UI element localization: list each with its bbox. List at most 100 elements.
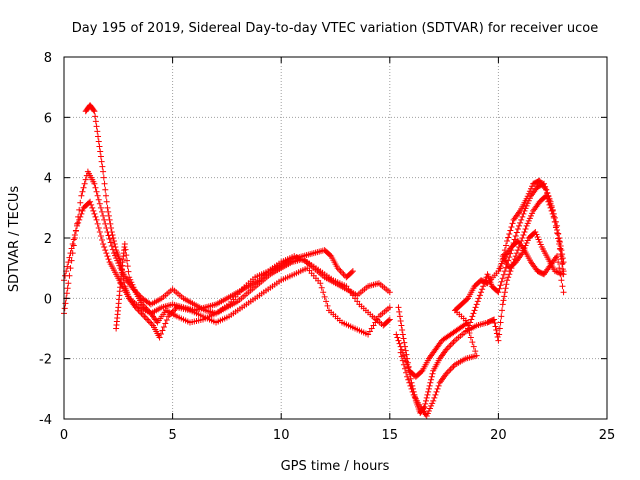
data-point: [100, 168, 107, 175]
data-point: [62, 300, 69, 307]
data-point: [64, 285, 71, 292]
data-point: [408, 385, 415, 392]
data-point: [402, 365, 409, 372]
data-point: [558, 277, 565, 284]
data-point: [96, 200, 103, 207]
data-point: [404, 373, 411, 380]
x-tick-label: 15: [382, 428, 399, 443]
data-point: [430, 397, 437, 404]
data-point: [95, 196, 102, 203]
data-point: [514, 247, 521, 254]
data-point: [93, 188, 100, 195]
data-point: [91, 180, 98, 187]
data-point: [68, 245, 75, 252]
data-point: [524, 193, 531, 200]
data-point: [498, 278, 505, 285]
data-point: [525, 235, 532, 241]
y-tick-label: 0: [44, 292, 52, 307]
data-point: [558, 247, 565, 254]
data-point: [396, 308, 403, 315]
series-track-g: [393, 238, 567, 380]
data-point: [537, 241, 544, 248]
data-point: [433, 388, 440, 395]
data-point: [99, 208, 106, 215]
data-point: [556, 246, 563, 253]
data-point: [446, 367, 453, 374]
data-point: [101, 216, 108, 223]
data-point: [538, 244, 545, 251]
data-point: [523, 222, 530, 229]
data-point: [92, 213, 99, 220]
series-track-b: [61, 168, 393, 317]
data-point: [428, 373, 435, 380]
data-point: [505, 274, 512, 281]
data-point: [504, 277, 511, 284]
data-point: [496, 285, 503, 292]
data-point: [122, 246, 129, 253]
data-point: [394, 334, 401, 341]
data-point: [449, 364, 456, 371]
data-point: [535, 236, 542, 243]
data-point: [520, 210, 527, 217]
data-point: [469, 313, 476, 320]
data-point: [508, 223, 515, 230]
data-point: [99, 163, 106, 170]
y-tick-label: 2: [44, 232, 52, 247]
data-point: [98, 158, 105, 165]
data-point: [61, 305, 68, 312]
data-point: [497, 265, 504, 272]
data-point: [555, 235, 562, 242]
data-point: [105, 232, 112, 239]
data-point: [549, 207, 556, 214]
data-point: [131, 286, 138, 293]
data-point: [524, 220, 531, 227]
data-point: [105, 212, 112, 219]
data-point: [523, 240, 530, 247]
data-point: [125, 268, 132, 275]
points-layer: [61, 102, 567, 419]
data-point: [108, 228, 115, 235]
data-point: [506, 230, 513, 237]
data-point: [425, 388, 432, 395]
data-point: [386, 316, 393, 323]
data-point: [557, 251, 564, 258]
data-point: [557, 270, 564, 277]
data-point: [525, 190, 532, 197]
data-point: [105, 208, 112, 215]
data-point: [77, 199, 84, 206]
data-point: [92, 113, 99, 120]
data-point: [107, 220, 114, 227]
data-point: [496, 331, 503, 338]
data-point: [560, 289, 567, 296]
data-point: [69, 241, 76, 248]
data-point: [450, 339, 457, 346]
data-point: [495, 268, 502, 275]
x-tick-label: 25: [599, 428, 616, 443]
data-point: [103, 250, 110, 257]
data-point: [473, 301, 480, 308]
data-point: [424, 391, 431, 398]
data-point: [551, 218, 558, 225]
data-point: [428, 376, 435, 383]
data-point: [449, 340, 456, 347]
data-point: [519, 235, 526, 241]
data-point: [402, 355, 409, 362]
data-point: [400, 352, 407, 359]
data-point: [506, 271, 513, 278]
data-point: [517, 219, 524, 226]
data-point: [489, 316, 496, 323]
data-point: [100, 241, 107, 248]
data-point: [156, 334, 163, 341]
data-point: [470, 310, 477, 317]
data-point: [90, 207, 97, 214]
data-point: [147, 319, 154, 326]
data-point: [71, 235, 78, 241]
data-point: [404, 361, 411, 368]
data-point: [370, 322, 377, 329]
data-point: [141, 313, 148, 320]
data-point: [499, 253, 506, 260]
data-point: [91, 108, 98, 115]
data-point: [93, 123, 100, 130]
data-point: [428, 402, 435, 409]
